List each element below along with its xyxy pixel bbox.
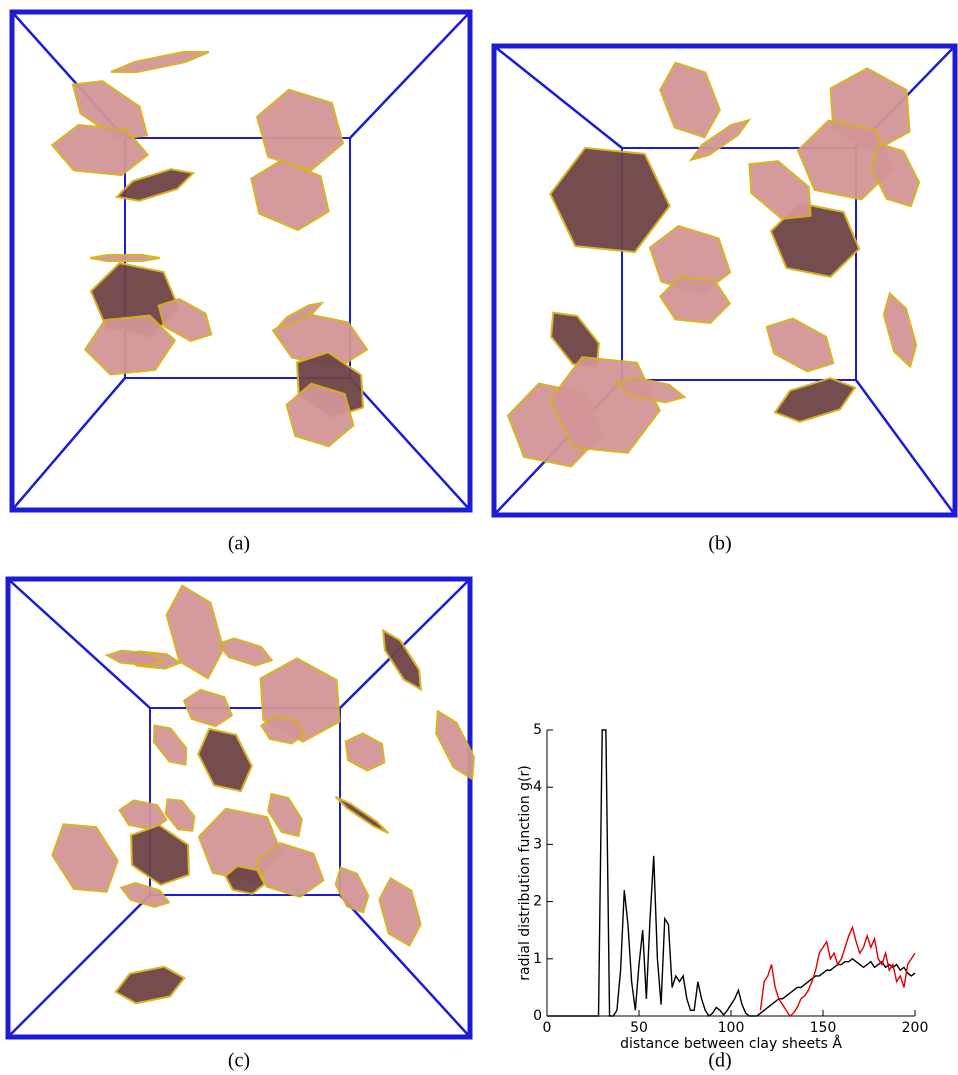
clay-sheet <box>688 118 752 162</box>
clay-sheet <box>110 50 210 74</box>
clay-sheet <box>255 88 345 172</box>
clay-sheet <box>378 876 422 948</box>
clay-sheet <box>769 202 861 278</box>
y-tick-label: 1 <box>533 951 542 967</box>
clay-sheet <box>659 61 721 139</box>
clay-sheet <box>182 688 234 728</box>
x-tick-label: 0 <box>543 1020 552 1036</box>
x-axis-label: distance between clay sheets Å <box>620 1035 842 1052</box>
clay-sheet <box>334 795 390 835</box>
y-tick-label: 5 <box>533 722 542 738</box>
clay-sheet <box>119 881 171 909</box>
clay-sheet <box>773 377 857 423</box>
clay-sheet <box>275 301 325 329</box>
clay-sheet <box>197 727 253 793</box>
clay-sheet <box>216 637 274 667</box>
clay-sheet <box>267 792 303 838</box>
data-line <box>759 925 916 1018</box>
clay-sheet <box>51 823 119 893</box>
clay-sheet <box>50 123 150 177</box>
snapshot-a <box>9 9 473 513</box>
clay-sheet <box>130 823 190 887</box>
clay-sheet <box>152 724 188 766</box>
caption: (b) <box>708 533 731 555</box>
caption: (c) <box>228 1050 250 1072</box>
clay-sheet <box>549 146 671 254</box>
caption: (a) <box>228 533 250 555</box>
y-axis-label: radial distribution function g(r) <box>517 765 533 980</box>
clay-sheet <box>882 291 918 369</box>
clay-sheet <box>224 865 266 895</box>
clay-sheet <box>285 382 355 448</box>
data-line <box>547 729 916 1018</box>
clay-sheet <box>255 841 325 899</box>
clay-sheet <box>114 965 186 1005</box>
x-tick-label: 200 <box>902 1020 929 1036</box>
x-tick-label: 50 <box>630 1020 648 1036</box>
snapshot-b <box>491 43 958 518</box>
clay-sheet <box>796 119 894 201</box>
x-tick-label: 100 <box>718 1020 745 1036</box>
clay-sheet <box>550 311 600 369</box>
clay-sheet <box>157 298 213 342</box>
clay-sheet <box>104 649 166 667</box>
clay-sheet <box>114 168 196 202</box>
clay-sheet <box>748 160 812 220</box>
y-tick-label: 0 <box>533 1008 542 1024</box>
clay-sheet <box>765 317 835 373</box>
clay-sheet <box>164 798 196 832</box>
clay-sheet <box>381 628 423 692</box>
clay-sheet <box>613 376 687 404</box>
clay-sheet <box>344 732 386 772</box>
clay-sheet <box>435 709 475 781</box>
y-tick-label: 2 <box>533 894 542 910</box>
y-tick-label: 4 <box>533 779 542 795</box>
clay-sheet <box>89 254 161 262</box>
clay-sheet <box>83 314 177 376</box>
clay-sheet <box>250 158 330 232</box>
x-tick-label: 150 <box>810 1020 837 1036</box>
clay-sheet <box>260 715 306 745</box>
clay-sheet <box>869 142 921 208</box>
clay-sheet <box>334 866 370 914</box>
snapshot-c <box>5 576 475 1040</box>
caption: (d) <box>708 1050 731 1072</box>
clay-sheet <box>658 276 732 324</box>
y-tick-label: 3 <box>533 836 542 852</box>
